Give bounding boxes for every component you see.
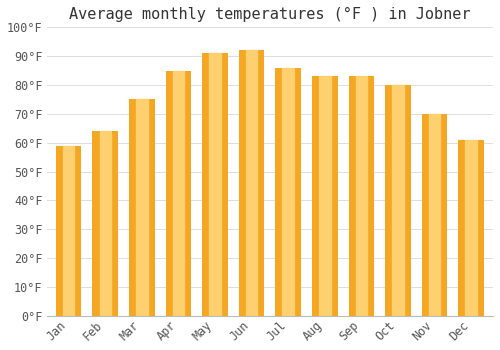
Bar (100, 131, 111, 316)
Bar (385, 85, 410, 316)
Title: Average monthly temperatures (°F ) in Jobner: Average monthly temperatures (°F ) in Jo… (69, 7, 470, 22)
Bar (136, 99, 147, 316)
Bar (202, 53, 228, 316)
Bar (356, 76, 367, 316)
Bar (458, 140, 484, 316)
Bar (246, 50, 258, 316)
Bar (312, 76, 338, 316)
Bar (166, 71, 191, 316)
Bar (129, 99, 154, 316)
Bar (63, 146, 74, 316)
Bar (348, 76, 374, 316)
Bar (422, 114, 448, 316)
Bar (319, 76, 330, 316)
Bar (239, 50, 264, 316)
Bar (282, 68, 294, 316)
Bar (392, 85, 404, 316)
Bar (466, 140, 477, 316)
Bar (276, 68, 301, 316)
Bar (172, 71, 184, 316)
Bar (56, 146, 82, 316)
Bar (210, 53, 221, 316)
Bar (429, 114, 440, 316)
Bar (92, 131, 118, 316)
